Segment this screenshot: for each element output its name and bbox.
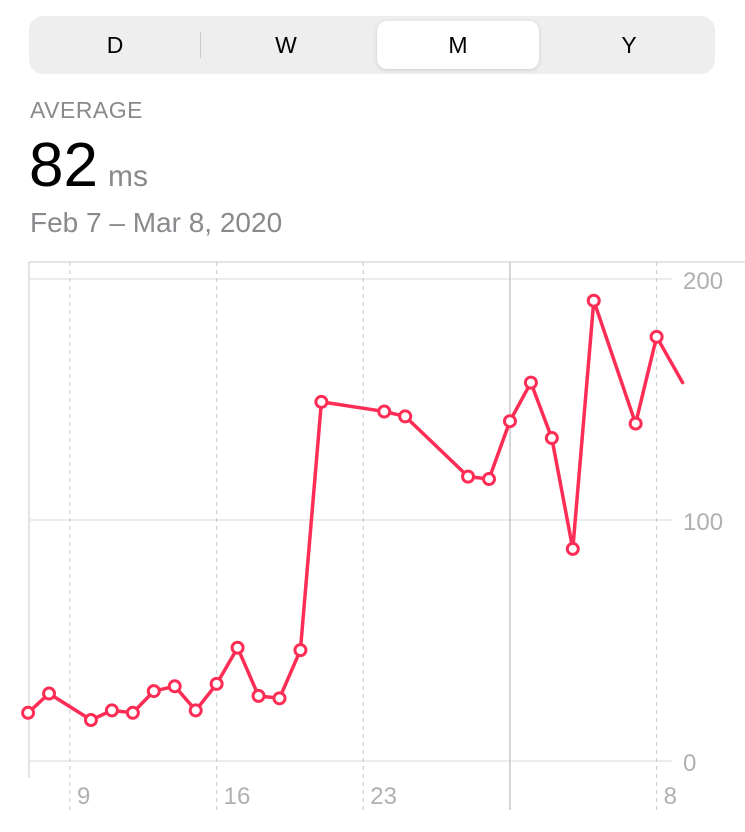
data-point[interactable] [251,688,266,703]
data-point[interactable] [167,679,182,694]
data-point[interactable] [209,676,224,691]
x-tick-label: 23 [370,783,397,810]
segment-day[interactable]: D [106,31,124,58]
data-point[interactable] [565,541,580,556]
data-point[interactable] [628,416,643,431]
average-value-row: 82 ms [29,130,148,201]
data-point[interactable] [398,409,413,424]
average-label: AVERAGE [30,97,143,123]
data-point[interactable] [125,705,140,720]
y-tick-label: 100 [683,509,723,536]
data-point[interactable] [230,640,245,655]
x-tick-label: 8 [664,783,677,810]
data-point[interactable] [649,329,664,344]
data-point[interactable] [104,703,119,718]
data-point[interactable] [188,703,203,718]
data-point[interactable] [523,375,538,390]
segment-week[interactable]: W [275,31,297,58]
data-point[interactable] [272,691,287,706]
data-point[interactable] [461,469,476,484]
data-point[interactable] [586,293,601,308]
average-value: 82 [29,131,98,200]
x-tick-label: 16 [224,783,251,810]
data-point[interactable] [83,713,98,728]
date-range: Feb 7 – Mar 8, 2020 [30,207,283,238]
data-point[interactable] [377,404,392,419]
data-point[interactable] [482,472,496,487]
segment-year[interactable]: Y [621,31,637,58]
data-point[interactable] [146,684,161,699]
hrv-line-chart[interactable]: 0 100 200 9 16 23 8 [0,250,745,832]
data-point[interactable] [42,686,57,701]
data-point[interactable] [21,705,36,720]
segment-month[interactable]: M [377,21,539,69]
y-tick-label: 200 [683,268,723,295]
data-point[interactable] [314,394,329,409]
data-point[interactable] [502,414,517,429]
data-point[interactable] [544,431,559,446]
segment-divider [200,32,201,58]
y-tick-label: 0 [683,750,696,777]
series-line [26,298,685,722]
average-unit: ms [107,160,148,193]
range-segmented-control: D W M Y [29,16,715,74]
x-tick-label: 9 [77,783,90,810]
data-point[interactable] [293,643,308,658]
